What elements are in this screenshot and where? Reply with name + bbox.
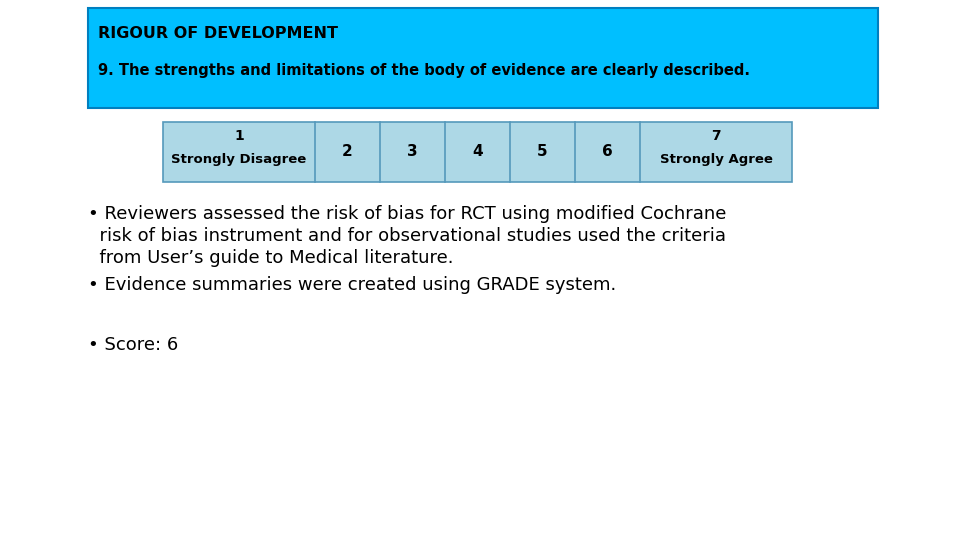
Text: • Reviewers assessed the risk of bias for RCT using modified Cochrane: • Reviewers assessed the risk of bias fo… [88, 205, 727, 223]
Text: Strongly Agree: Strongly Agree [660, 153, 773, 166]
Text: 1: 1 [234, 129, 244, 143]
Text: RIGOUR OF DEVELOPMENT: RIGOUR OF DEVELOPMENT [98, 26, 338, 41]
Bar [88, 8, 878, 108]
Text: risk of bias instrument and for observational studies used the criteria: risk of bias instrument and for observat… [88, 227, 726, 245]
Text: Strongly Disagree: Strongly Disagree [172, 153, 306, 166]
Bar [163, 122, 792, 182]
Text: 5: 5 [538, 145, 548, 159]
Text: 4: 4 [472, 145, 483, 159]
Text: 2: 2 [342, 145, 353, 159]
Text: 9. The strengths and limitations of the body of evidence are clearly described.: 9. The strengths and limitations of the … [98, 63, 750, 78]
Text: • Score: 6: • Score: 6 [88, 336, 179, 354]
Text: 6: 6 [602, 145, 612, 159]
Text: 3: 3 [407, 145, 418, 159]
Text: • Evidence summaries were created using GRADE system.: • Evidence summaries were created using … [88, 276, 616, 294]
Text: 7: 7 [711, 129, 721, 143]
Text: from User’s guide to Medical literature.: from User’s guide to Medical literature. [88, 249, 453, 267]
